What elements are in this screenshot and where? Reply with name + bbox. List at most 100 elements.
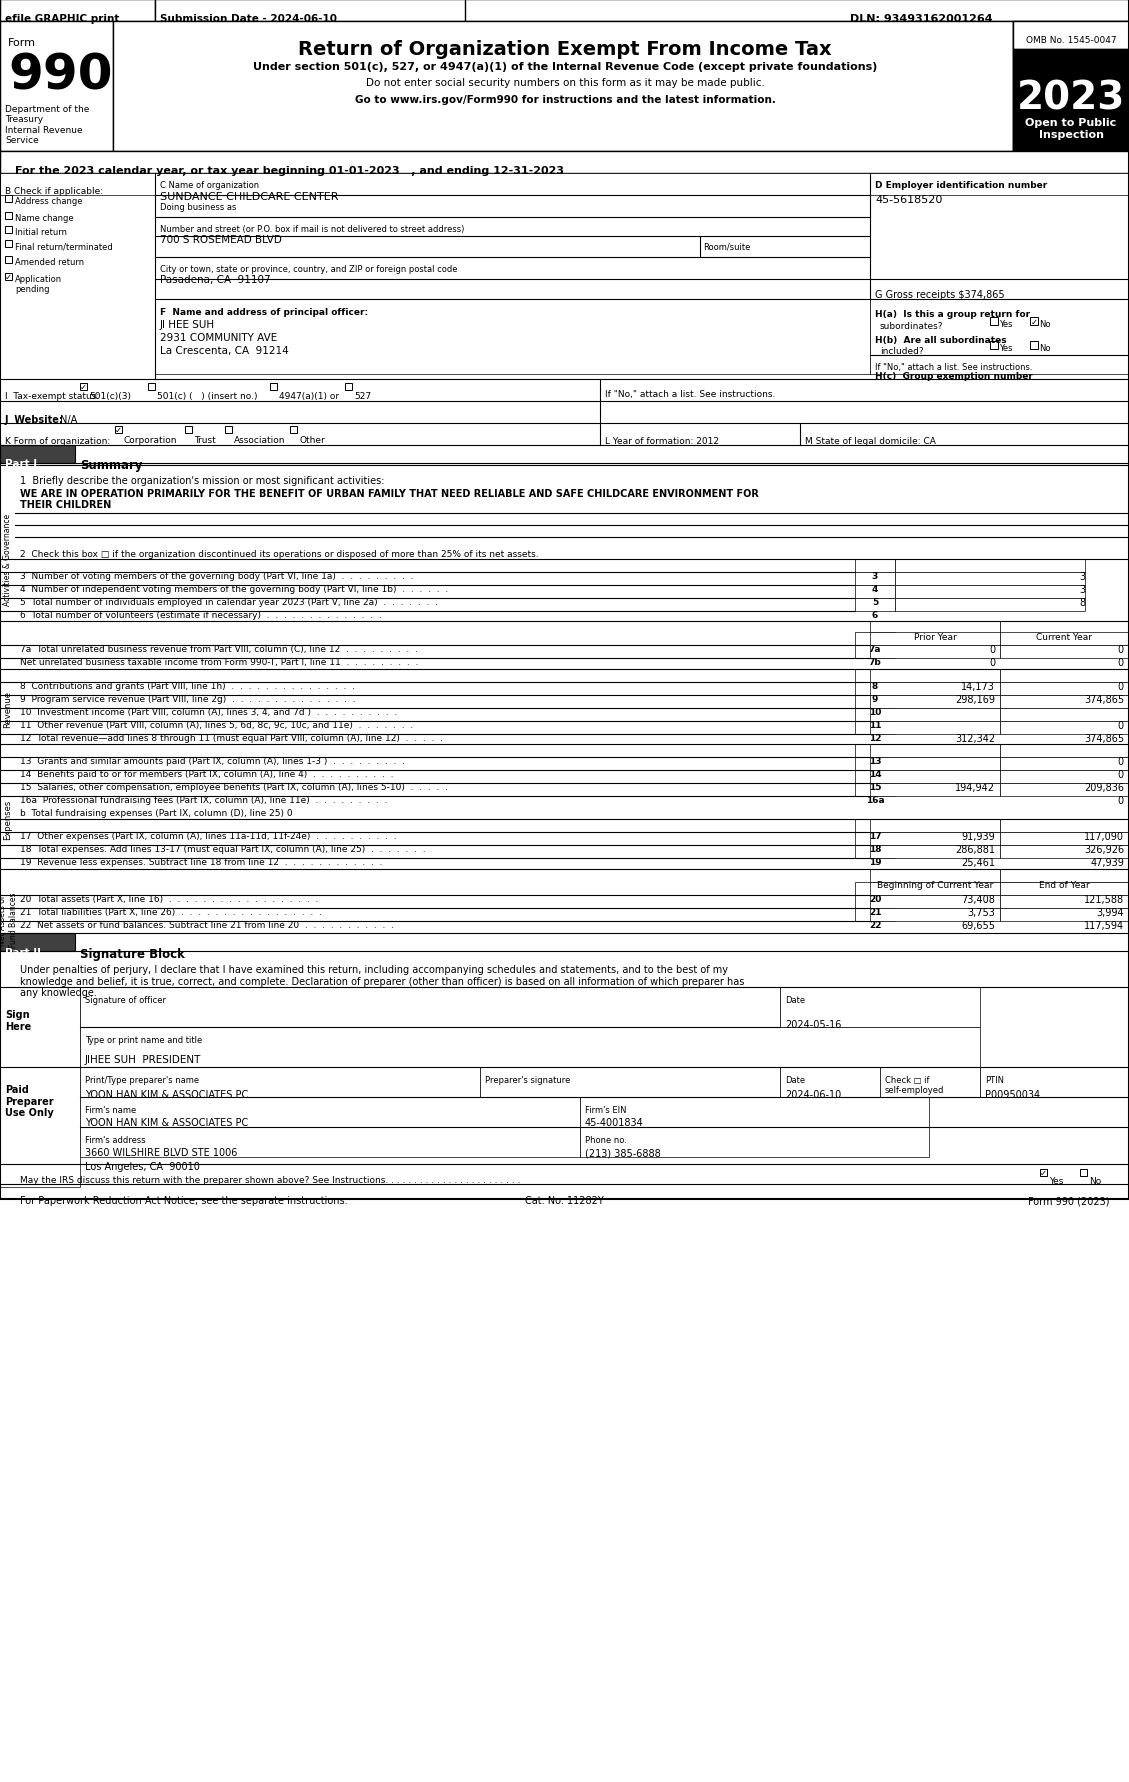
- Text: JIHEE SUH  PRESIDENT: JIHEE SUH PRESIDENT: [85, 1055, 201, 1064]
- Bar: [1000, 909, 1129, 921]
- Text: 194,942: 194,942: [955, 782, 995, 793]
- Text: 4: 4: [872, 584, 878, 593]
- Text: 209,836: 209,836: [1084, 782, 1124, 793]
- Text: Go to www.irs.gov/Form990 for instructions and the latest information.: Go to www.irs.gov/Form990 for instructio…: [355, 94, 776, 105]
- Bar: [1000, 882, 1129, 896]
- Text: 312,342: 312,342: [955, 734, 995, 743]
- Text: Net Assets or
Fund Balances: Net Assets or Fund Balances: [0, 891, 18, 948]
- Bar: [290, 426, 297, 433]
- Text: Form 990 (2023): Form 990 (2023): [1029, 1196, 1110, 1205]
- Text: 19: 19: [868, 857, 882, 866]
- Bar: [1000, 870, 1129, 882]
- Text: 16a  Professional fundraising fees (Part IX, column (A), line 11e)  .  .  .  .  : 16a Professional fundraising fees (Part …: [20, 795, 387, 804]
- Text: 0: 0: [1118, 757, 1124, 766]
- Bar: [1000, 622, 1129, 634]
- Text: Department of the
Treasury
Internal Revenue
Service: Department of the Treasury Internal Reve…: [5, 105, 89, 144]
- Text: B Check if applicable:: B Check if applicable:: [5, 187, 103, 196]
- Bar: [0, 987, 80, 1067]
- Text: Signature of officer: Signature of officer: [85, 996, 166, 1005]
- Bar: [855, 845, 895, 859]
- Bar: [0, 21, 113, 151]
- Text: Yes: Yes: [999, 319, 1013, 330]
- Text: Date: Date: [785, 1075, 805, 1085]
- Text: Form: Form: [8, 37, 36, 48]
- Text: Association: Association: [234, 437, 286, 446]
- Bar: [870, 695, 1000, 709]
- Text: Part II: Part II: [5, 948, 41, 957]
- Text: 700 S ROSEMEAD BLVD: 700 S ROSEMEAD BLVD: [160, 235, 282, 244]
- Text: 298,169: 298,169: [955, 695, 995, 704]
- Text: J  Website:: J Website:: [5, 415, 64, 424]
- Bar: [155, 299, 870, 374]
- Text: No: No: [1039, 319, 1050, 330]
- Text: 4947(a)(1) or: 4947(a)(1) or: [279, 392, 339, 401]
- Text: C Name of organization: C Name of organization: [160, 182, 260, 191]
- Text: H(a)  Is this a group return for: H(a) Is this a group return for: [875, 310, 1030, 319]
- Bar: [895, 572, 1085, 586]
- Text: 2  Check this box □ if the organization discontinued its operations or disposed : 2 Check this box □ if the organization d…: [20, 549, 539, 560]
- Bar: [870, 870, 1000, 882]
- Bar: [870, 757, 1000, 770]
- Text: ✓: ✓: [115, 426, 122, 435]
- Text: Beginning of Current Year: Beginning of Current Year: [877, 880, 994, 889]
- Text: (213) 385-6888: (213) 385-6888: [585, 1148, 660, 1157]
- Text: K Form of organization:: K Form of organization:: [5, 437, 111, 446]
- Text: 374,865: 374,865: [1084, 734, 1124, 743]
- Text: Los Angeles, CA  90010: Los Angeles, CA 90010: [85, 1162, 200, 1171]
- Bar: [895, 599, 1085, 611]
- Bar: [225, 426, 231, 433]
- Text: Sign
Here: Sign Here: [5, 1009, 32, 1032]
- Text: ✓: ✓: [80, 383, 87, 392]
- Bar: [1000, 683, 1129, 695]
- Text: Amended return: Amended return: [15, 258, 85, 267]
- Text: Firm's EIN: Firm's EIN: [585, 1105, 627, 1114]
- Text: 0: 0: [1118, 795, 1124, 805]
- Text: Other: Other: [299, 437, 325, 446]
- Text: End of Year: End of Year: [1039, 880, 1089, 889]
- Bar: [1000, 722, 1129, 734]
- Text: 91,939: 91,939: [961, 832, 995, 841]
- Bar: [1000, 645, 1129, 659]
- Bar: [0, 934, 75, 952]
- Bar: [870, 622, 1000, 634]
- Text: 990: 990: [8, 52, 113, 100]
- Bar: [855, 586, 895, 599]
- Bar: [1040, 1169, 1047, 1176]
- Bar: [990, 317, 998, 326]
- Text: 16a: 16a: [866, 795, 884, 804]
- Text: 326,926: 326,926: [1084, 845, 1124, 855]
- Bar: [5, 226, 12, 233]
- Text: 0: 0: [989, 645, 995, 654]
- Bar: [895, 586, 1085, 599]
- Bar: [5, 241, 12, 248]
- Text: ✓: ✓: [5, 273, 12, 282]
- Bar: [870, 683, 1000, 695]
- Bar: [80, 1028, 980, 1067]
- Bar: [580, 1128, 929, 1157]
- Bar: [870, 820, 1000, 832]
- Bar: [855, 560, 895, 572]
- Text: Corporation: Corporation: [124, 437, 177, 446]
- Text: Part I: Part I: [5, 458, 37, 469]
- Text: 0: 0: [1118, 683, 1124, 691]
- Text: 286,881: 286,881: [955, 845, 995, 855]
- Text: 7a  Total unrelated business revenue from Part VIII, column (C), line 12  .  .  : 7a Total unrelated business revenue from…: [20, 645, 418, 654]
- Text: 0: 0: [989, 658, 995, 668]
- Text: 2024-05-16: 2024-05-16: [785, 1019, 841, 1030]
- Text: Prior Year: Prior Year: [913, 633, 956, 642]
- Text: 2024-06-10: 2024-06-10: [785, 1089, 841, 1099]
- Text: b  Total fundraising expenses (Part IX, column (D), line 25) 0: b Total fundraising expenses (Part IX, c…: [20, 809, 292, 818]
- Bar: [990, 342, 998, 349]
- Text: Room/suite: Room/suite: [703, 242, 751, 251]
- Bar: [1000, 820, 1129, 832]
- Text: 501(c) (   ) (insert no.): 501(c) ( ) (insert no.): [157, 392, 257, 401]
- Bar: [870, 722, 1000, 734]
- Text: Final return/terminated: Final return/terminated: [15, 242, 113, 251]
- Bar: [855, 695, 895, 709]
- Bar: [1000, 695, 1129, 709]
- Bar: [1030, 342, 1038, 349]
- Bar: [5, 257, 12, 264]
- Text: included?: included?: [879, 347, 924, 356]
- Text: Activities & Governance: Activities & Governance: [3, 513, 12, 606]
- Bar: [855, 784, 895, 797]
